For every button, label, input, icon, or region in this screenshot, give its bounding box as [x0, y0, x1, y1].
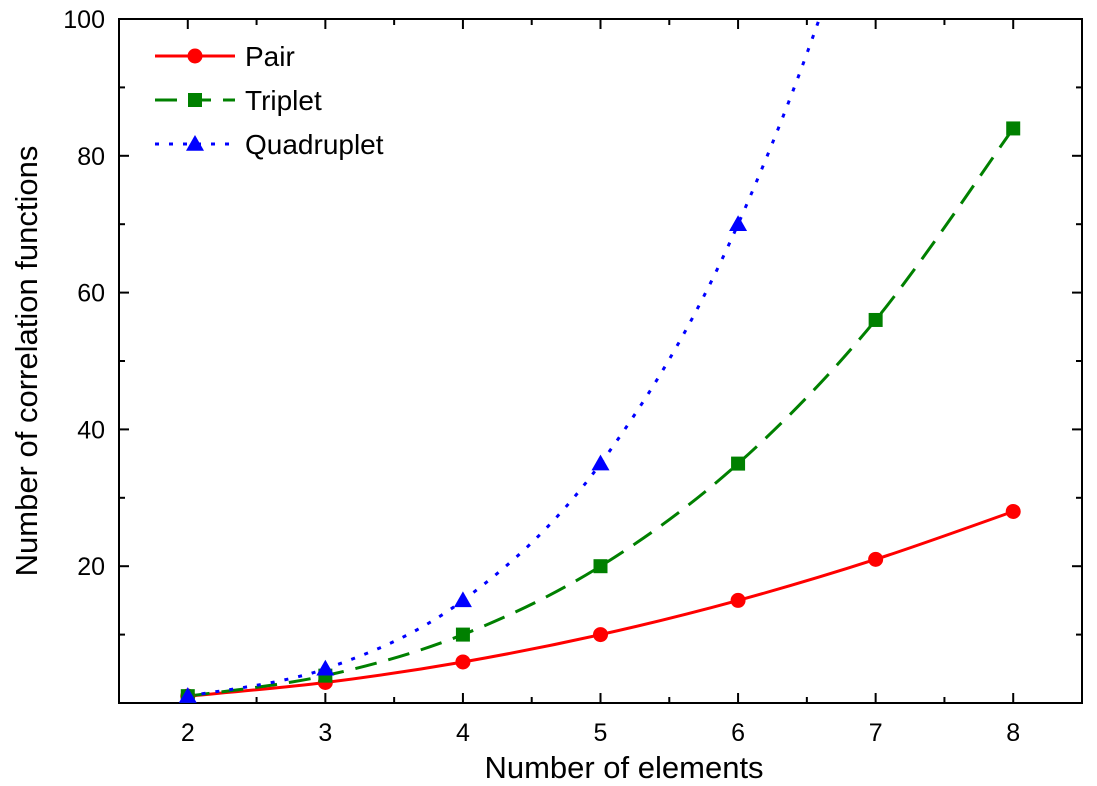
plot-area	[118, 18, 1083, 704]
axis-tick-labels: 2 3 4 5 6 7 8 20 40 60 80 100	[63, 6, 1020, 747]
x-tick-label: 4	[456, 719, 470, 747]
data-point-triplet	[1006, 121, 1021, 136]
data-point-pair	[730, 592, 746, 608]
y-tick-label: 20	[77, 553, 105, 581]
y-tick-label: 40	[77, 416, 105, 444]
series-line-quadruplet	[187, 19, 821, 698]
y-tick-label: 60	[77, 280, 105, 308]
x-tick-label: 3	[318, 719, 332, 747]
series-markers	[178, 121, 1021, 703]
data-point-quadruplet	[729, 215, 748, 231]
data-point-quadruplet	[316, 659, 335, 676]
y-axis-title: Number of correlation functions	[9, 146, 44, 577]
legend-label-pair: Pair	[245, 41, 295, 72]
legend-marker-pair	[187, 48, 203, 64]
y-tick-label: 100	[63, 6, 105, 34]
data-point-triplet	[593, 559, 608, 574]
x-tick-label: 5	[594, 719, 608, 747]
data-point-quadruplet	[178, 687, 197, 703]
x-tick-label: 6	[731, 719, 745, 747]
data-point-quadruplet	[453, 591, 472, 608]
legend-label-quadruplet: Quadruplet	[245, 129, 384, 160]
x-tick-label: 2	[181, 719, 195, 747]
data-point-pair	[1005, 503, 1021, 519]
x-axis-title: Number of elements	[484, 750, 763, 785]
data-point-pair	[593, 627, 608, 643]
legend-marker-triplet	[188, 93, 202, 107]
legend-label-triplet: Triplet	[245, 85, 322, 116]
x-tick-label: 7	[869, 719, 883, 747]
data-point-quadruplet	[591, 454, 610, 471]
legend-marker-quadruplet	[186, 135, 204, 151]
x-tick-label: 8	[1006, 719, 1020, 747]
data-point-triplet	[455, 627, 470, 642]
axis-ticks	[119, 18, 1082, 703]
data-point-triplet	[731, 456, 746, 471]
data-point-triplet	[868, 312, 883, 327]
y-tick-label: 80	[77, 143, 105, 171]
data-point-pair	[455, 654, 471, 670]
data-point-pair	[868, 551, 884, 567]
legend: Pair Triplet Quadruplet	[155, 41, 384, 160]
